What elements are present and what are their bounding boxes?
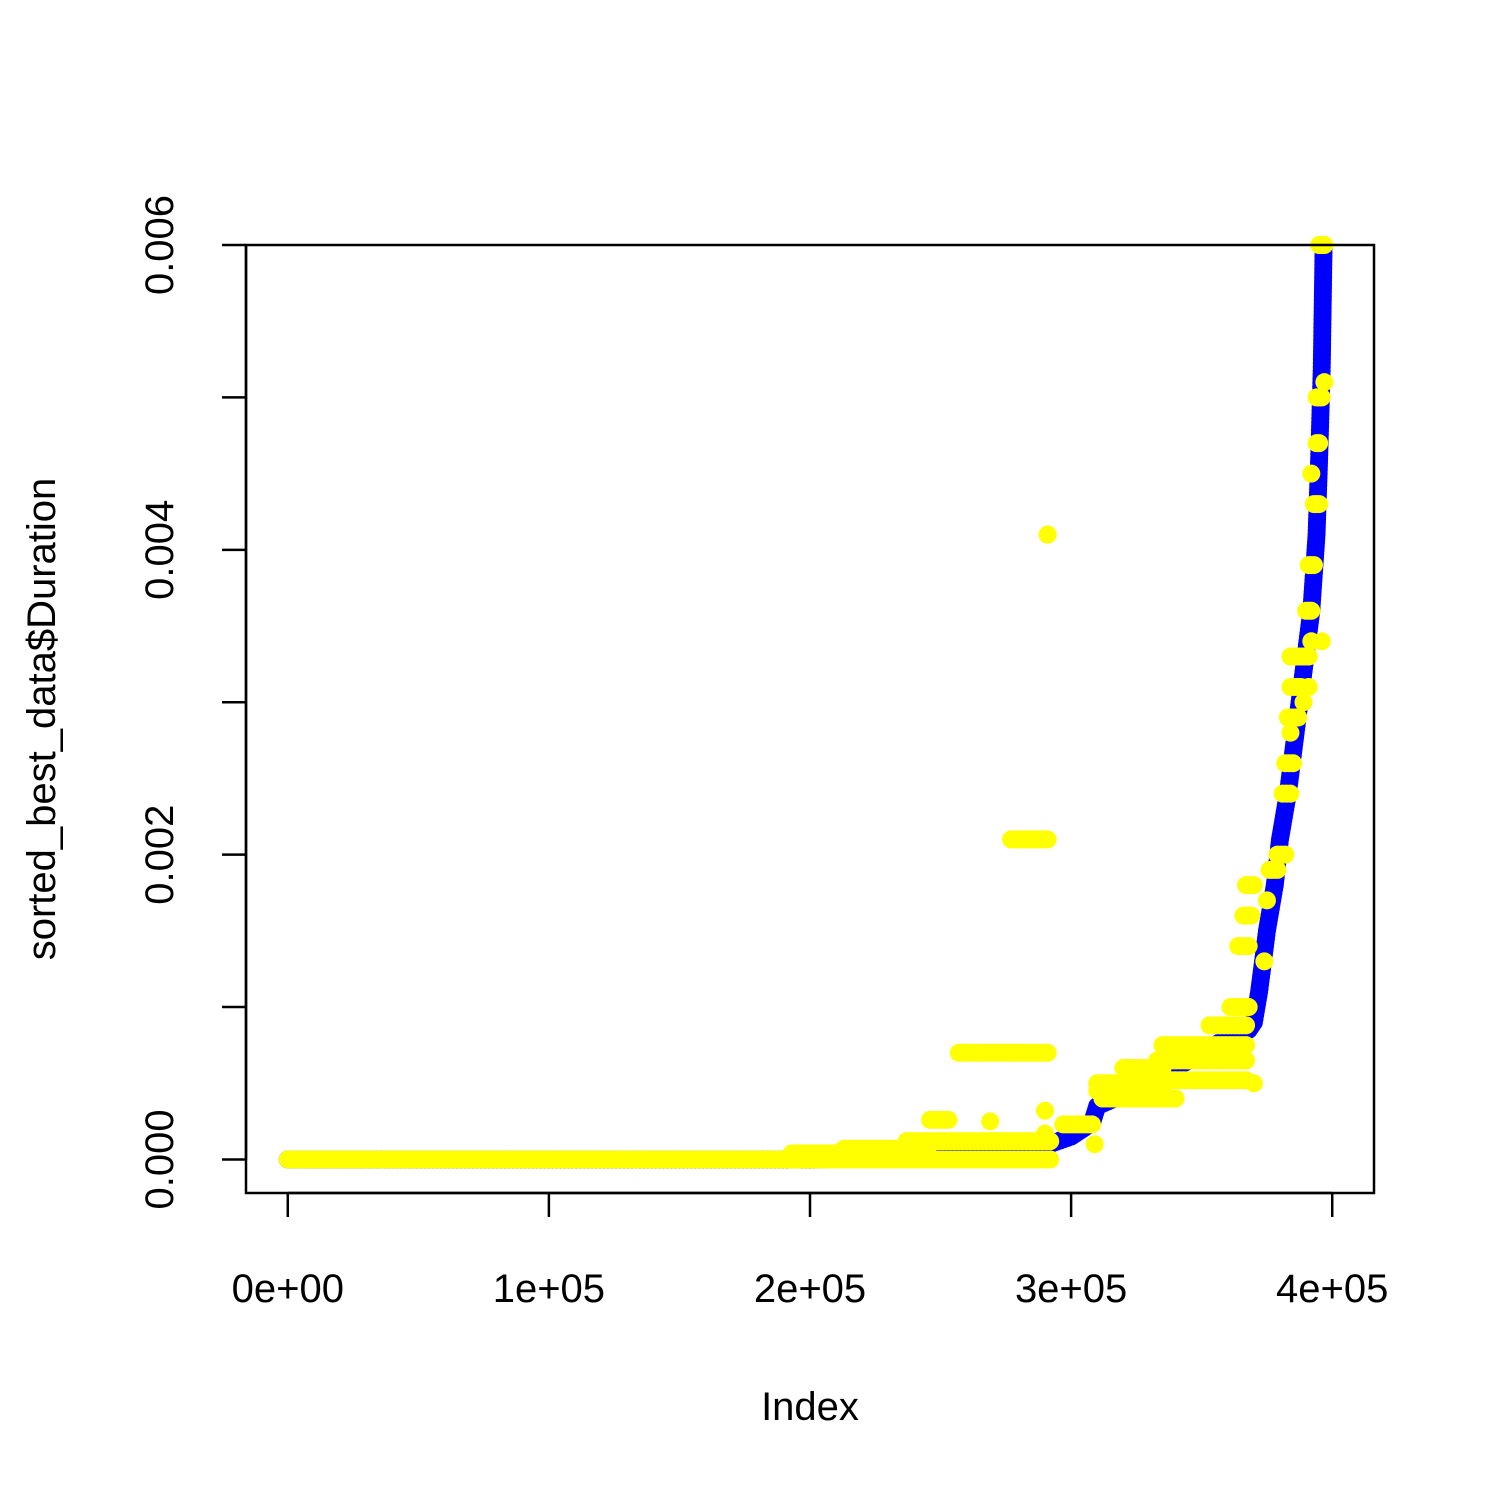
overlay-point	[1299, 677, 1318, 696]
overlay-point	[1085, 1135, 1104, 1154]
x-tick-label: 4e+05	[1276, 1267, 1388, 1311]
overlay-point	[1244, 1074, 1263, 1093]
y-tick-label: 0.004	[138, 500, 182, 600]
overlay-point	[1239, 998, 1258, 1017]
series-overlay-layer	[278, 236, 1334, 1169]
overlay-point	[1302, 601, 1321, 620]
y-tick-label: 0.002	[138, 805, 182, 905]
overlay-point	[1281, 723, 1300, 742]
overlay-point	[1036, 1124, 1054, 1143]
overlay-point	[1284, 754, 1303, 773]
overlay-point	[1038, 525, 1057, 544]
overlay-point	[1312, 388, 1331, 407]
y-axis-title: sorted_best_data$Duration	[20, 478, 64, 961]
overlay-point	[1310, 434, 1329, 453]
overlay-point	[1312, 632, 1331, 651]
overlay-point	[1237, 1016, 1256, 1035]
x-tick-label: 0e+00	[232, 1267, 344, 1311]
overlay-point	[1036, 1101, 1054, 1120]
overlay-point	[1315, 373, 1334, 392]
overlay-point	[1268, 860, 1287, 879]
overlay-point	[1041, 1150, 1060, 1169]
overlay-point	[1257, 891, 1276, 910]
x-tick-label: 1e+05	[493, 1267, 605, 1311]
overlay-point	[1242, 906, 1261, 925]
series-sorted-layer	[278, 236, 1333, 1169]
overlay-point	[1294, 693, 1313, 712]
overlay-point	[1276, 845, 1295, 864]
overlay-point	[1166, 1089, 1185, 1108]
x-axis: 0e+00 1e+05 2e+05 3e+05 4e+05	[232, 1191, 1388, 1311]
overlay-point	[1038, 1043, 1057, 1062]
overlay-point	[1244, 876, 1263, 895]
y-tick-label: 0.000	[138, 1109, 182, 1209]
y-tick-label: 0.006	[138, 195, 182, 295]
overlay-point	[981, 1112, 1000, 1131]
overlay-point	[1237, 1036, 1256, 1055]
overlay-point	[1038, 830, 1057, 849]
x-axis-title: Index	[761, 1385, 859, 1429]
overlay-point	[1281, 784, 1300, 803]
overlay-point	[1289, 708, 1308, 727]
overlay-point	[939, 1110, 958, 1129]
overlay-point	[1239, 937, 1258, 956]
overlay-point	[1299, 647, 1318, 666]
overlay-point	[1310, 495, 1329, 514]
overlay-point	[1255, 952, 1274, 971]
y-axis: 0.000 0.002 0.004 0.006	[138, 195, 248, 1210]
overlay-point	[1304, 556, 1323, 575]
x-tick-label: 3e+05	[1015, 1267, 1127, 1311]
overlay-point	[1302, 464, 1321, 483]
x-tick-label: 2e+05	[754, 1267, 866, 1311]
overlay-point	[1237, 1051, 1256, 1070]
overlay-point	[1083, 1115, 1101, 1134]
